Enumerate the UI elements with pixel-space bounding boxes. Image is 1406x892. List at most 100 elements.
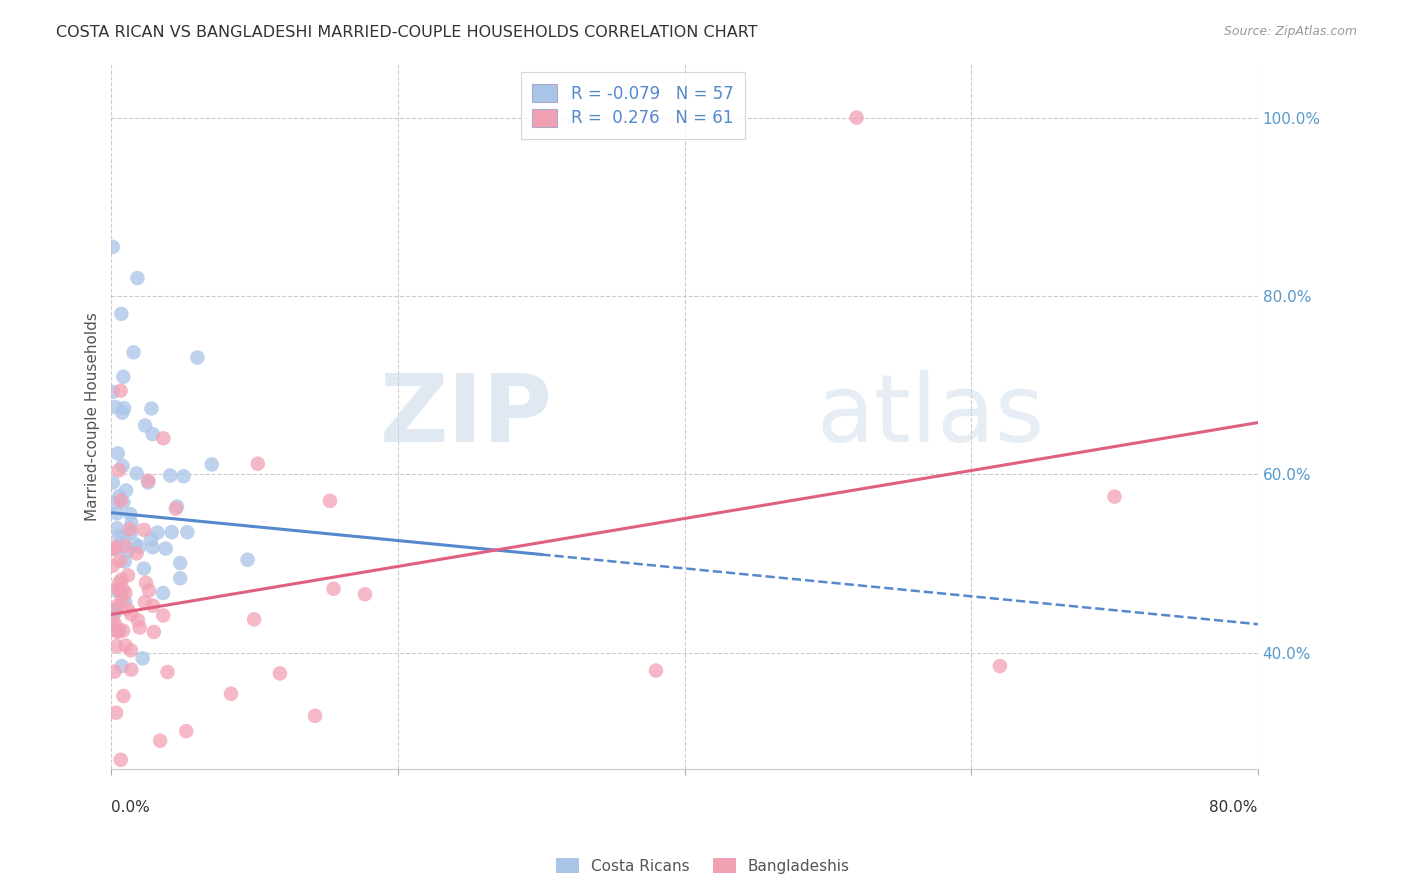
Point <box>110 493 132 508</box>
Point <box>159 468 181 483</box>
Point <box>104 541 127 556</box>
Point <box>988 659 1011 673</box>
Point <box>156 665 179 679</box>
Point <box>120 507 142 521</box>
Legend: Costa Ricans, Bangladeshis: Costa Ricans, Bangladeshis <box>550 852 856 880</box>
Point <box>105 521 128 535</box>
Point <box>107 582 129 596</box>
Point <box>141 401 163 416</box>
Point <box>125 467 148 481</box>
Point <box>111 406 134 420</box>
Point <box>127 613 149 627</box>
Point <box>160 525 183 540</box>
Point <box>139 533 162 547</box>
Point <box>124 537 146 551</box>
Point <box>103 540 125 554</box>
Text: 80.0%: 80.0% <box>1209 800 1258 815</box>
Point <box>236 552 259 566</box>
Point <box>134 418 156 433</box>
Point <box>110 384 132 398</box>
Point <box>117 568 139 582</box>
Point <box>176 525 198 540</box>
Point <box>645 664 668 678</box>
Point <box>110 753 132 767</box>
Point <box>101 542 124 557</box>
Y-axis label: Married-couple Households: Married-couple Households <box>86 312 100 521</box>
Point <box>105 599 128 613</box>
Point <box>110 307 132 321</box>
Point <box>111 458 134 473</box>
Point <box>125 546 148 560</box>
Point <box>115 544 138 558</box>
Point <box>243 612 266 626</box>
Point <box>108 583 131 598</box>
Point <box>108 575 131 590</box>
Point <box>108 529 131 543</box>
Point <box>117 602 139 616</box>
Point <box>121 516 143 531</box>
Point <box>169 571 191 585</box>
Point <box>101 496 124 510</box>
Point <box>115 483 138 498</box>
Point <box>108 554 131 568</box>
Point <box>107 446 129 460</box>
Point <box>845 111 868 125</box>
Point <box>134 595 156 609</box>
Point <box>127 271 149 285</box>
Text: ZIP: ZIP <box>380 370 553 462</box>
Point <box>201 458 224 472</box>
Point <box>118 522 141 536</box>
Point <box>111 531 134 545</box>
Point <box>105 584 128 599</box>
Point <box>108 463 131 477</box>
Point <box>155 541 177 556</box>
Point <box>107 624 129 638</box>
Point <box>128 621 150 635</box>
Point <box>101 240 124 254</box>
Point <box>103 603 125 617</box>
Text: Source: ZipAtlas.com: Source: ZipAtlas.com <box>1223 25 1357 38</box>
Point <box>108 623 131 637</box>
Point <box>104 400 127 414</box>
Point <box>269 666 291 681</box>
Point <box>112 369 135 384</box>
Point <box>319 494 342 508</box>
Point <box>304 709 326 723</box>
Point <box>142 427 165 442</box>
Point <box>114 594 136 608</box>
Point <box>101 612 124 626</box>
Point <box>142 624 165 639</box>
Point <box>131 651 153 665</box>
Text: atlas: atlas <box>817 370 1045 462</box>
Point <box>103 665 125 679</box>
Point <box>112 689 135 703</box>
Point <box>114 555 136 569</box>
Point <box>173 469 195 483</box>
Point <box>114 539 136 553</box>
Point <box>104 605 127 619</box>
Point <box>142 541 165 555</box>
Point <box>120 525 142 540</box>
Point <box>219 687 242 701</box>
Point <box>169 556 191 570</box>
Point <box>111 659 134 673</box>
Point <box>1104 490 1126 504</box>
Text: COSTA RICAN VS BANGLADESHI MARRIED-COUPLE HOUSEHOLDS CORRELATION CHART: COSTA RICAN VS BANGLADESHI MARRIED-COUPL… <box>56 25 758 40</box>
Point <box>149 733 172 747</box>
Point <box>107 625 129 640</box>
Point <box>111 624 134 638</box>
Text: 0.0%: 0.0% <box>111 800 150 815</box>
Point <box>174 724 197 739</box>
Point <box>152 586 174 600</box>
Point <box>114 586 136 600</box>
Point <box>105 639 128 653</box>
Point <box>120 607 142 622</box>
Point <box>138 583 160 598</box>
Point <box>101 558 124 573</box>
Point <box>132 523 155 537</box>
Point <box>132 561 155 575</box>
Point <box>111 594 134 608</box>
Point <box>165 501 187 516</box>
Point <box>112 582 135 597</box>
Point <box>186 351 208 365</box>
